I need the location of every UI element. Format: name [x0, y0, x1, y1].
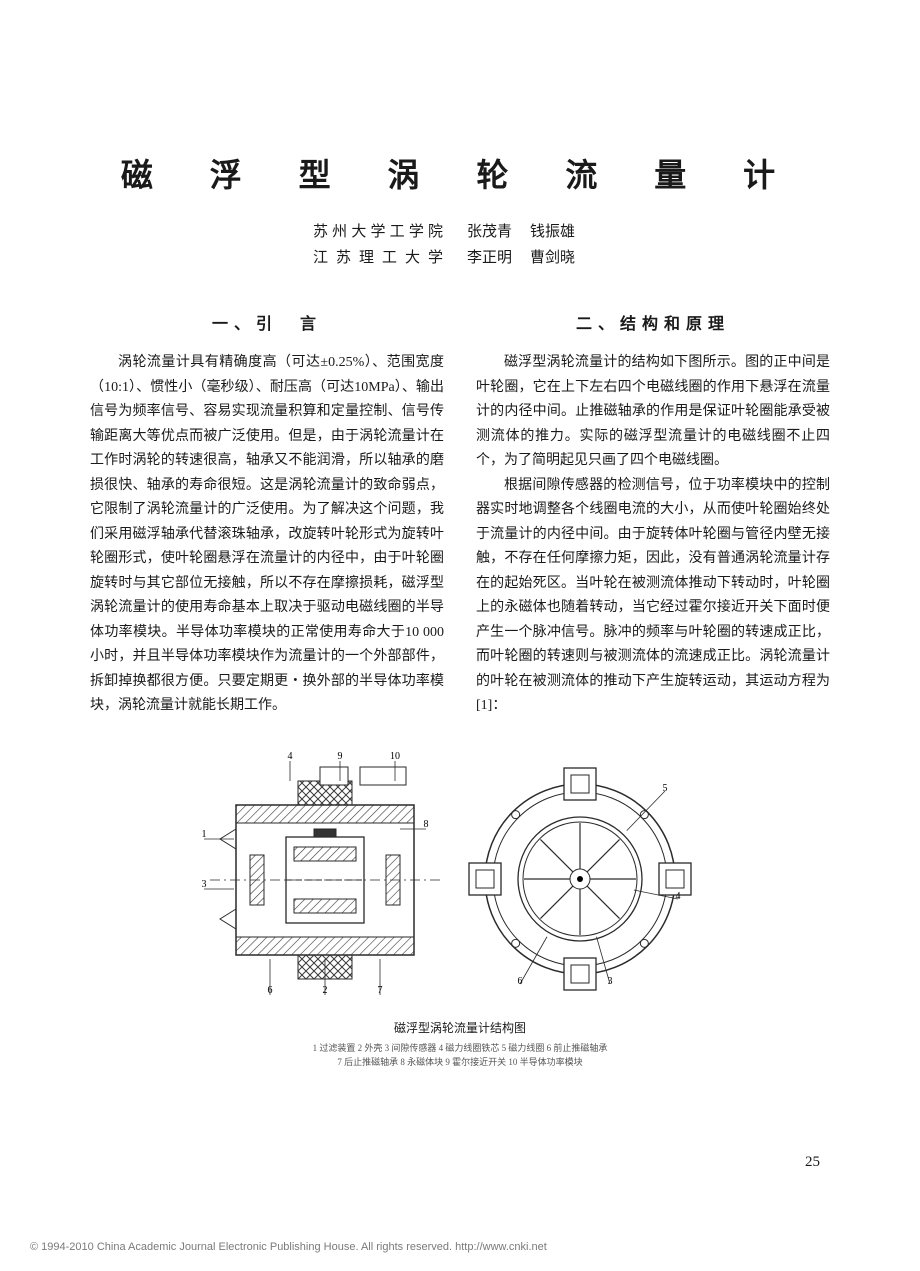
article-title: 磁 浮 型 涡 轮 流 量 计 — [90, 150, 830, 196]
body-paragraph: 根据间隙传感器的检测信号，位于功率模块中的控制器实时地调整各个线圈电流的大小，从… — [476, 474, 830, 719]
author-names: 李正明曹剑晓 — [467, 246, 607, 272]
figure-caption: 磁浮型涡轮流量计结构图 — [394, 1019, 526, 1037]
body-paragraph: 磁浮型涡轮流量计的结构如下图所示。图的正中间是叶轮圈，它在上下左右四个电磁线圈的… — [476, 351, 830, 474]
body-paragraph: 涡轮流量计具有精确度高（可达±0.25%）、范围宽度（10:1）、惯性小（毫秒级… — [90, 351, 444, 719]
figure-svg: 4 9 10 1 3 8 6 2 7 5 4 3 6 — [150, 749, 770, 1009]
svg-text:8: 8 — [424, 819, 429, 830]
svg-text:1: 1 — [202, 829, 207, 840]
section-heading-1: 一、引 言 — [90, 311, 444, 339]
author-block: 苏州大学工学院张茂青钱振雄江苏理工大学李正明曹剑晓 — [90, 220, 830, 271]
left-column: 一、引 言 涡轮流量计具有精确度高（可达±0.25%）、范围宽度（10:1）、惯… — [90, 311, 444, 719]
svg-text:4: 4 — [288, 751, 293, 762]
author-names: 张茂青钱振雄 — [467, 220, 607, 246]
figure-legend: 1 过滤装置 2 外壳 3 间隙传感器 4 磁力线圈铁芯 5 磁力线圈 6 前止… — [313, 1041, 608, 1070]
author-row: 苏州大学工学院张茂青钱振雄 — [90, 220, 830, 246]
copyright-footer: © 1994-2010 China Academic Journal Elect… — [30, 1241, 547, 1253]
svg-text:5: 5 — [663, 783, 668, 794]
right-column: 二、结构和原理 磁浮型涡轮流量计的结构如下图所示。图的正中间是叶轮圈，它在上下左… — [476, 311, 830, 719]
page-number: 25 — [805, 1154, 820, 1171]
structure-figure: 4 9 10 1 3 8 6 2 7 5 4 3 6 磁浮型涡轮流量计结构图 1 过滤装置 2 外壳 3… — [90, 749, 830, 1070]
body-columns: 一、引 言 涡轮流量计具有精确度高（可达±0.25%）、范围宽度（10:1）、惯… — [90, 311, 830, 719]
svg-text:4: 4 — [676, 891, 681, 902]
svg-text:9: 9 — [338, 751, 343, 762]
svg-text:7: 7 — [378, 985, 383, 996]
institution: 江苏理工大学 — [313, 246, 443, 272]
section-heading-2: 二、结构和原理 — [476, 311, 830, 339]
svg-text:6: 6 — [518, 976, 523, 987]
institution: 苏州大学工学院 — [313, 220, 443, 246]
svg-text:6: 6 — [268, 985, 273, 996]
svg-text:10: 10 — [390, 751, 400, 762]
svg-text:3: 3 — [608, 976, 613, 987]
svg-text:3: 3 — [202, 879, 207, 890]
svg-text:2: 2 — [323, 985, 328, 996]
author-row: 江苏理工大学李正明曹剑晓 — [90, 246, 830, 272]
